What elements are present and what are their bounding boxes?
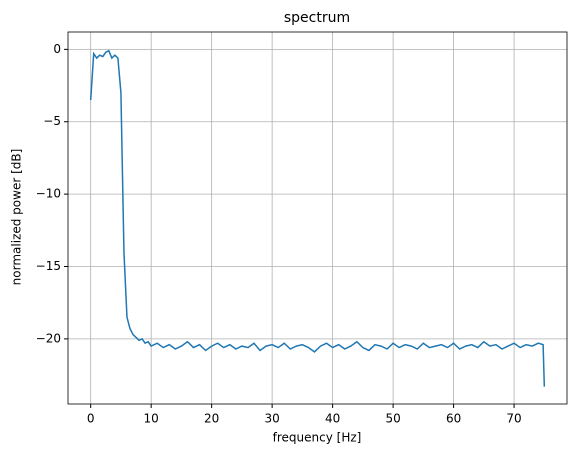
data-line xyxy=(89,49,546,387)
x-axis-label: frequency [Hz] xyxy=(273,431,362,445)
y-tick-label: −10 xyxy=(36,187,61,201)
x-tick-label: 0 xyxy=(87,412,95,426)
x-tick-label: 70 xyxy=(506,412,521,426)
x-tick-label: 10 xyxy=(144,412,159,426)
x-tick-label: 20 xyxy=(204,412,219,426)
plot-frame xyxy=(67,31,568,405)
y-axis-label: normalized power [dB] xyxy=(10,149,24,286)
x-tick-label: 60 xyxy=(446,412,461,426)
x-tick-label: 30 xyxy=(264,412,279,426)
x-tick-label: 50 xyxy=(385,412,400,426)
x-tick-label: 40 xyxy=(325,412,340,426)
chart-title: spectrum xyxy=(284,10,350,26)
y-tick-label: −5 xyxy=(43,114,61,128)
y-tick-label: 0 xyxy=(53,42,61,56)
y-tick-label: −20 xyxy=(36,331,61,345)
y-tick-label: −15 xyxy=(36,259,61,273)
